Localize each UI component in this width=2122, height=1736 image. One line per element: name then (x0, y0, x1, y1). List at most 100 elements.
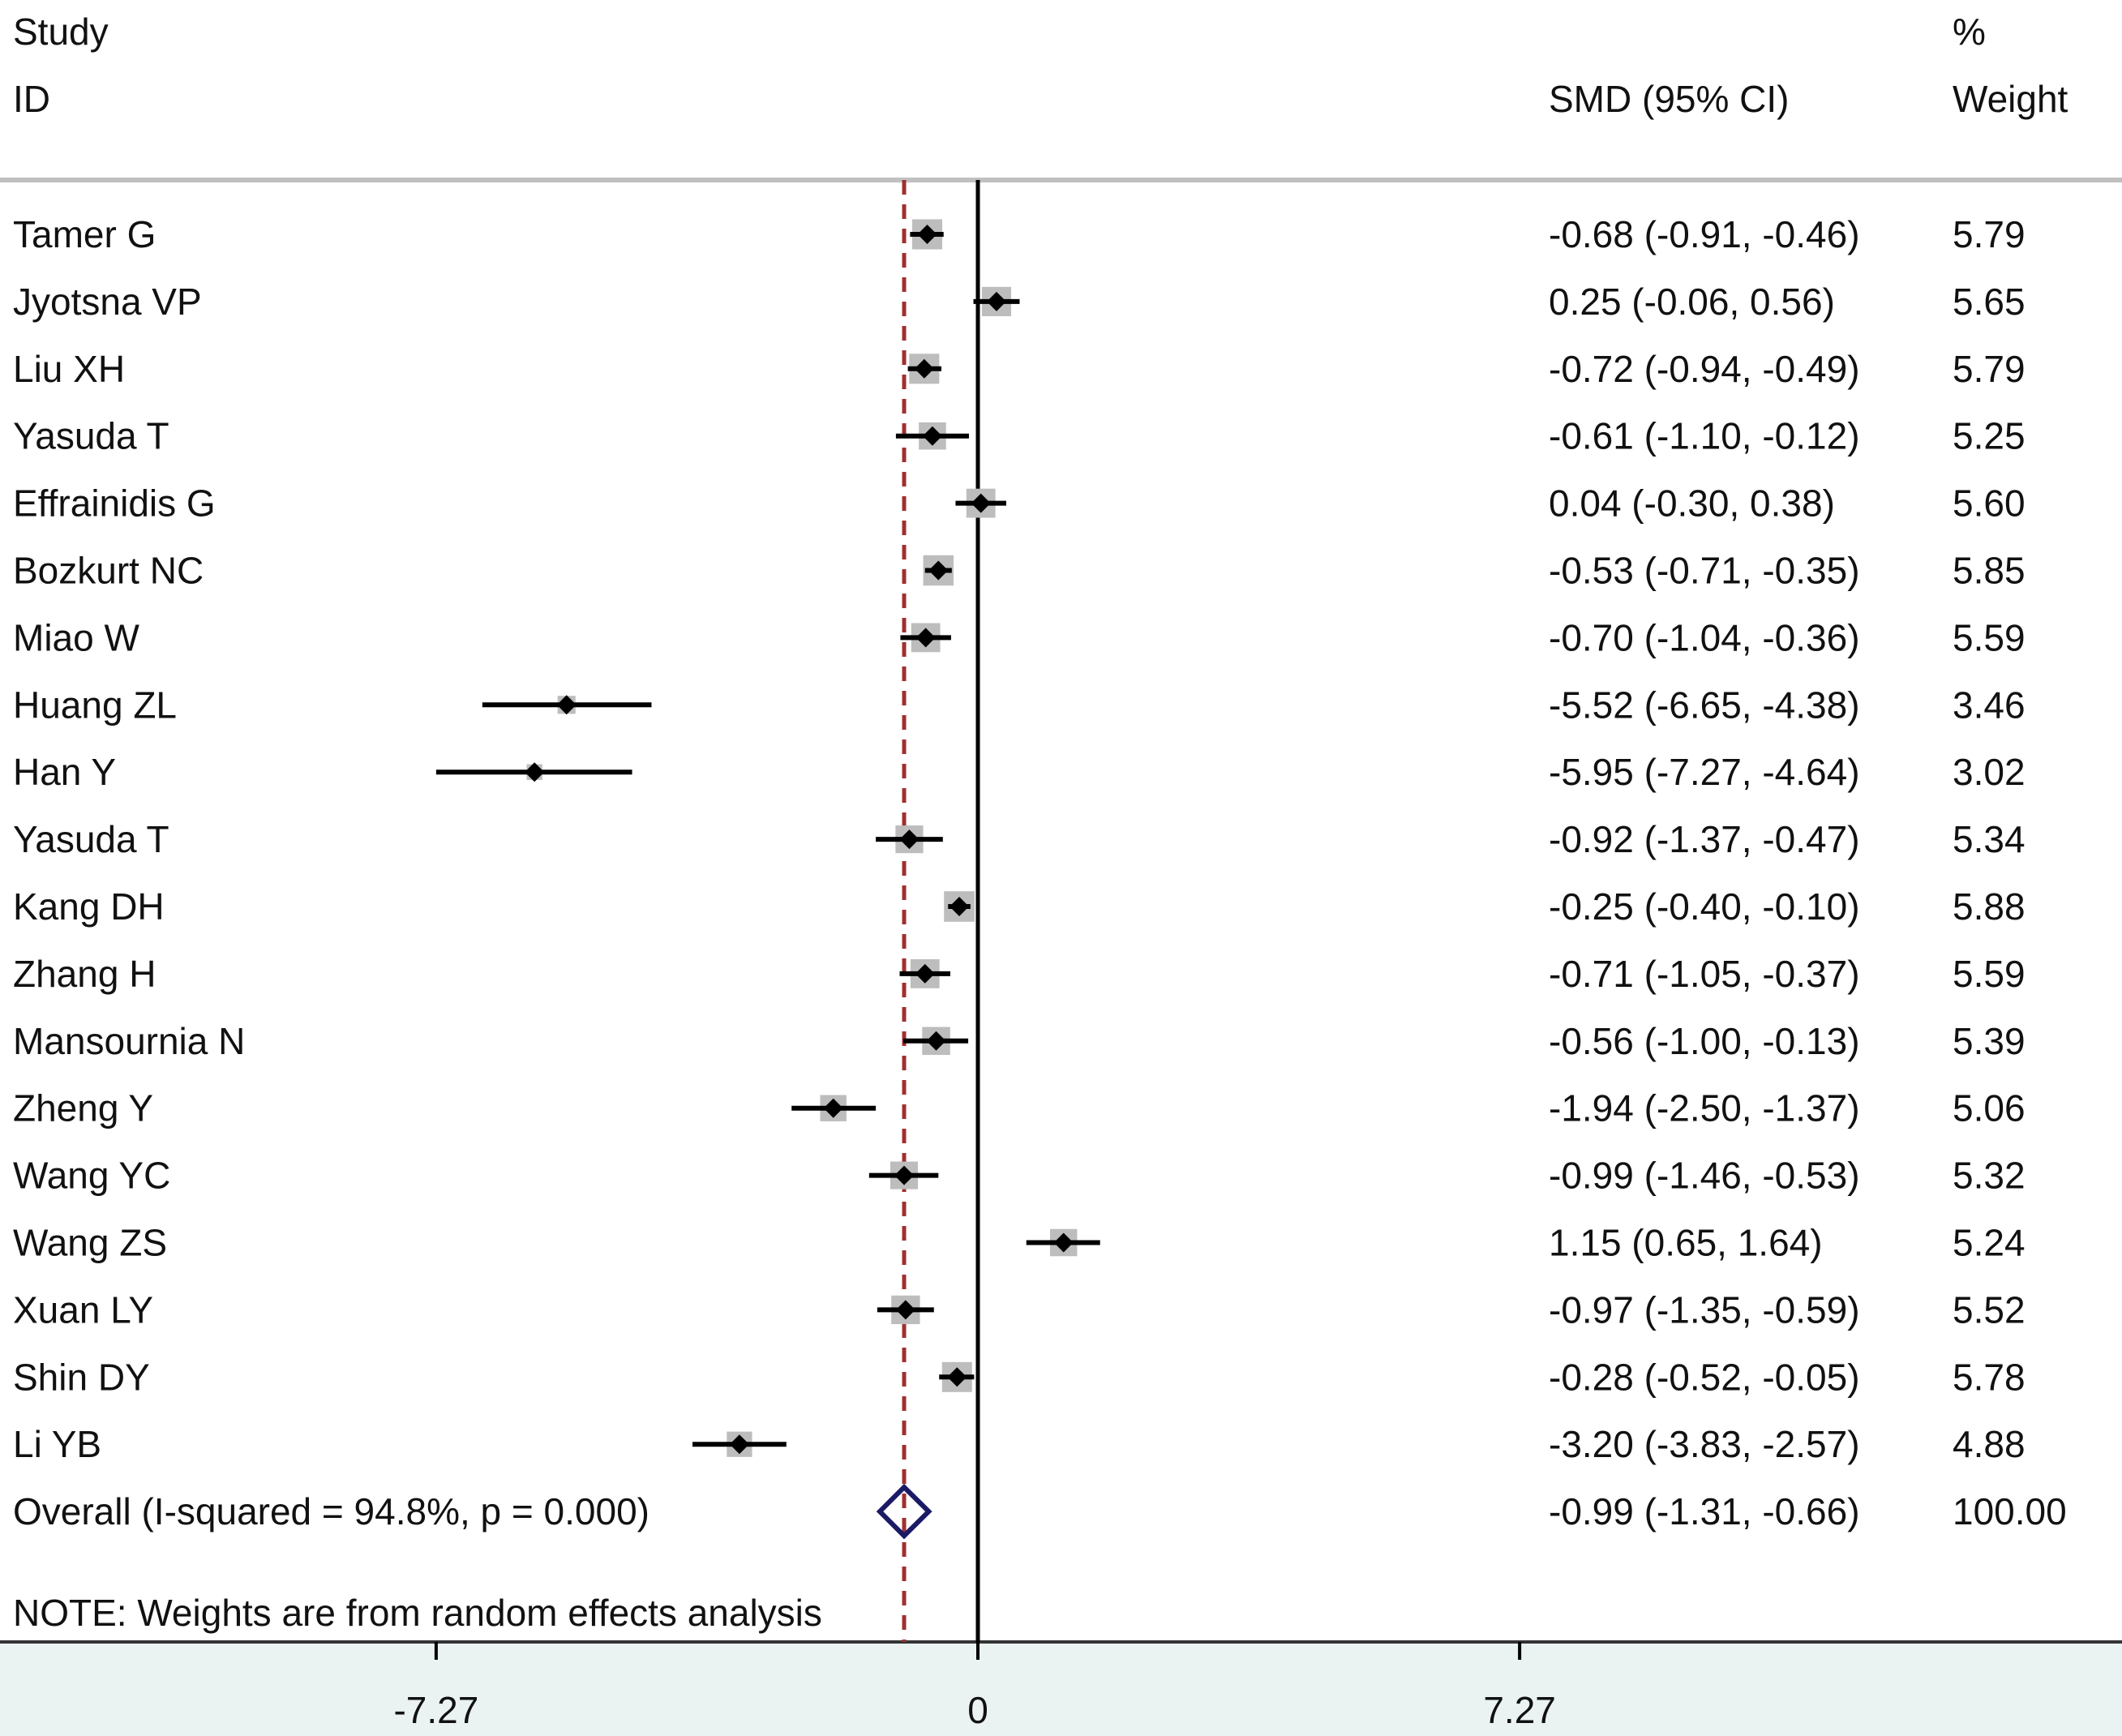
study-row: Wang ZS 1.15 (0.65, 1.64) 5.24 (13, 1222, 2026, 1264)
study-name: Zhang H (13, 953, 156, 995)
x-tick-label: 7.27 (1483, 1689, 1556, 1731)
point-estimate (922, 426, 942, 446)
study-row: Kang DH -0.25 (-0.40, -0.10) 5.88 (13, 885, 2026, 928)
overall-ci-text: -0.99 (-1.31, -0.66) (1549, 1490, 1860, 1532)
point-estimate (556, 695, 577, 715)
study-ci-text: -0.53 (-0.71, -0.35) (1549, 550, 1860, 592)
study-weight: 5.79 (1953, 348, 2026, 390)
study-weight: 5.65 (1953, 281, 2026, 323)
overall-label: Overall (I-squared = 94.8%, p = 0.000) (13, 1490, 649, 1532)
x-axis-ticks: -7.27 0 7.27 (393, 1642, 1556, 1731)
study-weight: 5.34 (1953, 818, 2026, 860)
study-row: Shin DY -0.28 (-0.52, -0.05) 5.78 (13, 1356, 2026, 1398)
study-weight: 5.59 (1953, 616, 2026, 658)
study-row: Han Y -5.95 (-7.27, -4.64) 3.02 (13, 751, 2026, 793)
header-weight-pct: % (1953, 11, 1986, 53)
study-weight: 5.79 (1953, 213, 2026, 255)
overall-diamond (876, 1483, 932, 1540)
axis-band (0, 1642, 2122, 1736)
study-ci-text: -5.52 (-6.65, -4.38) (1549, 684, 1860, 726)
footnote: NOTE: Weights are from random effects an… (13, 1592, 822, 1634)
study-ci-text: -0.72 (-0.94, -0.49) (1549, 348, 1860, 390)
study-weight: 5.24 (1953, 1222, 2026, 1264)
study-ci-text: 0.25 (-0.06, 0.56) (1549, 281, 1835, 323)
study-name: Li YB (13, 1423, 101, 1465)
study-row: Tamer G -0.68 (-0.91, -0.46) 5.79 (13, 213, 2026, 255)
study-name: Shin DY (13, 1356, 150, 1398)
study-name: Zheng Y (13, 1087, 153, 1129)
study-name: Mansournia N (13, 1020, 245, 1062)
study-row: Mansournia N -0.56 (-1.00, -0.13) 5.39 (13, 1020, 2026, 1062)
study-weight: 5.52 (1953, 1288, 2026, 1331)
study-name: Jyotsna VP (13, 281, 202, 323)
point-estimate (525, 762, 545, 782)
study-name: Effrainidis G (13, 482, 216, 525)
study-name: Yasuda T (13, 415, 169, 457)
study-ci-text: -0.71 (-1.05, -0.37) (1549, 953, 1860, 995)
study-name: Han Y (13, 751, 116, 793)
study-row: Zheng Y -1.94 (-2.50, -1.37) 5.06 (13, 1087, 2026, 1129)
study-weight: 3.02 (1953, 751, 2026, 793)
study-name: Huang ZL (13, 684, 177, 726)
study-name: Yasuda T (13, 818, 169, 860)
study-name: Tamer G (13, 213, 156, 255)
study-row: Li YB -3.20 (-3.83, -2.57) 4.88 (13, 1423, 2026, 1465)
study-row: Zhang H -0.71 (-1.05, -0.37) 5.59 (13, 953, 2026, 995)
study-ci-text: -3.20 (-3.83, -2.57) (1549, 1423, 1860, 1465)
point-estimate (915, 628, 936, 648)
study-ci-text: -0.99 (-1.46, -0.53) (1549, 1155, 1860, 1197)
x-tick-label: 0 (967, 1689, 988, 1731)
study-weight: 5.88 (1953, 885, 2026, 928)
study-ci-text: 0.04 (-0.30, 0.38) (1549, 482, 1835, 525)
study-row: Bozkurt NC -0.53 (-0.71, -0.35) 5.85 (13, 550, 2026, 592)
point-estimate (950, 897, 970, 916)
header-id: ID (13, 78, 50, 120)
header-study: Study (13, 11, 109, 53)
study-weight: 5.32 (1953, 1155, 2026, 1197)
study-weight: 5.39 (1953, 1020, 2026, 1062)
study-ci-text: -0.25 (-0.40, -0.10) (1549, 885, 1860, 928)
study-ci-text: -0.61 (-1.10, -0.12) (1549, 415, 1860, 457)
study-name: Miao W (13, 616, 139, 658)
study-weight: 5.85 (1953, 550, 2026, 592)
study-name: Xuan LY (13, 1288, 153, 1331)
point-estimate (986, 291, 1006, 311)
study-ci-text: -1.94 (-2.50, -1.37) (1549, 1087, 1860, 1129)
overall-row: Overall (I-squared = 94.8%, p = 0.000) -0… (13, 1483, 2067, 1540)
point-estimate (926, 1031, 946, 1051)
point-estimate (928, 560, 949, 581)
overall-weight: 100.00 (1953, 1490, 2067, 1532)
study-ci-text: -5.95 (-7.27, -4.64) (1549, 751, 1860, 793)
study-row: Miao W -0.70 (-1.04, -0.36) 5.59 (13, 616, 2026, 658)
study-row: Jyotsna VP 0.25 (-0.06, 0.56) 5.65 (13, 281, 2026, 323)
header-weight: Weight (1953, 78, 2068, 120)
point-estimate (915, 963, 935, 984)
study-weight: 4.88 (1953, 1423, 2026, 1465)
study-name: Wang ZS (13, 1222, 167, 1264)
study-weight: 5.78 (1953, 1356, 2026, 1398)
study-weight: 3.46 (1953, 684, 2026, 726)
point-estimate (895, 1300, 915, 1320)
study-ci-text: -0.92 (-1.37, -0.47) (1549, 818, 1860, 860)
study-name: Kang DH (13, 885, 165, 928)
study-name: Wang YC (13, 1155, 170, 1197)
point-estimate (729, 1434, 749, 1455)
study-name: Liu XH (13, 348, 125, 390)
point-estimate (971, 493, 991, 513)
point-estimate (1053, 1232, 1074, 1253)
study-row: Liu XH -0.72 (-0.94, -0.49) 5.79 (13, 348, 2026, 390)
point-estimate (914, 358, 934, 379)
study-weight: 5.59 (1953, 953, 2026, 995)
study-ci-text: 1.15 (0.65, 1.64) (1549, 1222, 1823, 1264)
study-weight: 5.06 (1953, 1087, 2026, 1129)
point-estimate (894, 1165, 915, 1185)
study-ci-text: -0.70 (-1.04, -0.36) (1549, 616, 1860, 658)
study-row: Effrainidis G 0.04 (-0.30, 0.38) 5.60 (13, 482, 2026, 525)
point-estimate (947, 1367, 967, 1387)
study-row: Yasuda T -0.61 (-1.10, -0.12) 5.25 (13, 415, 2026, 457)
study-name: Bozkurt NC (13, 550, 204, 592)
study-row: Wang YC -0.99 (-1.46, -0.53) 5.32 (13, 1155, 2026, 1197)
point-estimate (917, 225, 937, 244)
study-ci-text: -0.68 (-0.91, -0.46) (1549, 213, 1860, 255)
